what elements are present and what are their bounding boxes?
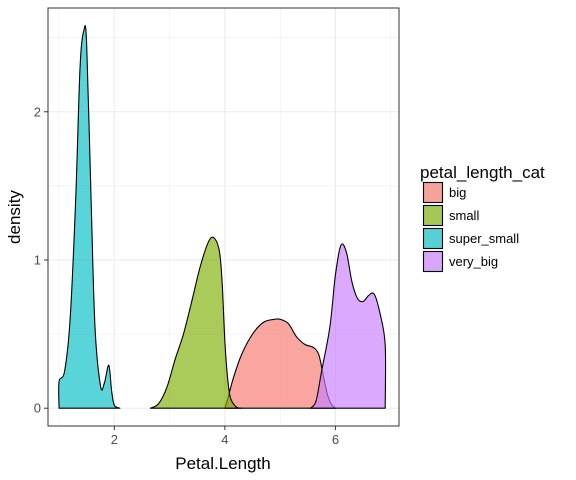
x-axis-title: Petal.Length: [175, 454, 270, 473]
legend-label-super-small: super_small: [449, 231, 519, 246]
x-axis: 2 4 6: [111, 426, 339, 447]
legend-label-small: small: [449, 208, 479, 223]
y-tick-label: 1: [34, 252, 41, 267]
legend-key-very-big: [424, 252, 443, 272]
y-axis: 0 1 2: [34, 104, 48, 415]
x-tick-label: 6: [332, 432, 339, 447]
x-tick-label: 4: [221, 432, 228, 447]
legend-title: petal_length_cat: [420, 163, 545, 182]
legend: petal_length_cat big small super_smallvery…: [420, 163, 545, 272]
legend-label-big: big: [449, 185, 466, 200]
legend-key-big: [424, 183, 443, 203]
legend-key-super-small: [424, 229, 443, 249]
legend-key-small: [424, 206, 443, 226]
x-tick-label: 2: [111, 432, 118, 447]
legend-label-very-big: very_big: [449, 254, 498, 269]
y-tick-label: 0: [34, 401, 41, 416]
y-axis-title: density: [5, 190, 24, 244]
y-tick-label: 2: [34, 104, 41, 119]
